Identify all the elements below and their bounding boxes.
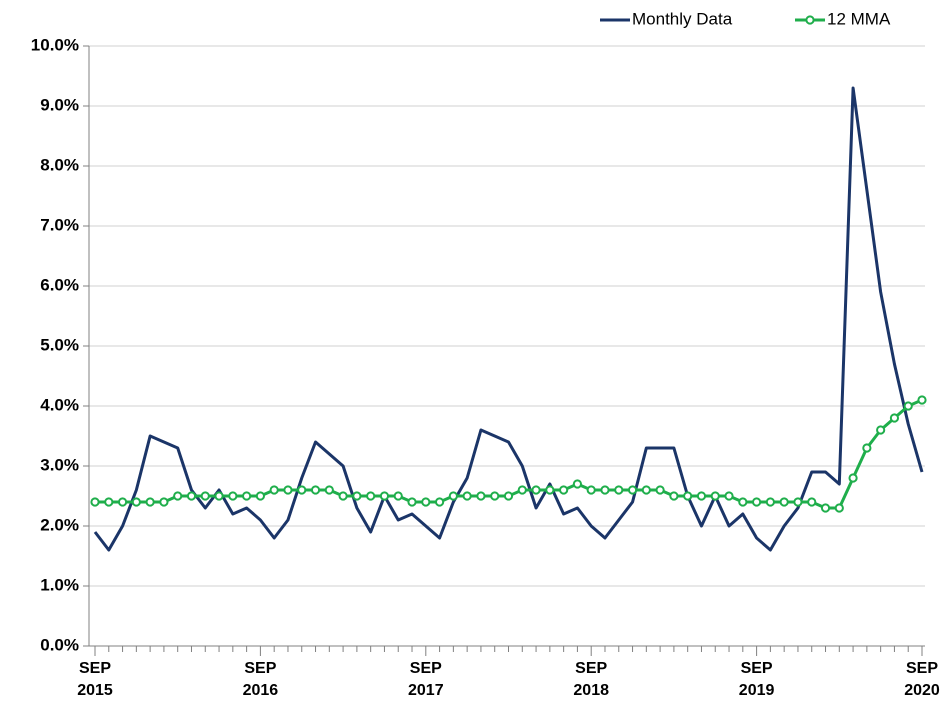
x-tick-label: SEP 2017	[408, 660, 444, 699]
data-point	[283, 485, 293, 495]
data-point	[379, 491, 390, 501]
data-point	[600, 485, 610, 495]
y-tick-label: 0.0%	[40, 635, 79, 654]
data-point	[531, 485, 541, 495]
data-point	[490, 491, 500, 501]
data-point	[917, 395, 927, 405]
y-tick-label: 3.0%	[40, 455, 79, 474]
data-point	[627, 485, 638, 495]
data-point	[614, 485, 624, 495]
data-point	[338, 491, 348, 501]
legend-label: Monthly Data	[632, 9, 733, 28]
data-point	[310, 485, 321, 495]
legend-label: 12 MMA	[827, 9, 891, 28]
data-point	[889, 413, 900, 423]
y-tick-label: 9.0%	[40, 95, 79, 114]
data-point	[779, 497, 789, 507]
y-tick-label: 2.0%	[40, 515, 79, 534]
data-point	[242, 491, 252, 501]
data-point	[793, 497, 803, 507]
data-point	[407, 497, 417, 507]
data-point	[655, 485, 665, 495]
data-point	[200, 491, 210, 501]
data-point	[186, 491, 197, 501]
data-point	[696, 491, 707, 501]
data-point	[117, 497, 128, 507]
data-point	[669, 491, 679, 501]
data-point	[738, 497, 748, 507]
data-point	[572, 479, 583, 489]
y-tick-label: 8.0%	[40, 155, 79, 174]
y-tick-label: 1.0%	[40, 575, 79, 594]
data-point	[641, 485, 651, 495]
data-point	[862, 443, 872, 453]
legend-marker	[805, 15, 815, 25]
data-point	[297, 485, 307, 495]
data-point	[269, 485, 279, 495]
data-point	[366, 491, 376, 501]
data-point	[517, 485, 527, 495]
data-point	[173, 491, 183, 501]
data-point	[104, 497, 114, 507]
data-point	[503, 491, 514, 501]
x-tick-label: SEP 2019	[738, 660, 775, 699]
data-point	[586, 485, 596, 495]
y-tick-label: 5.0%	[40, 335, 79, 354]
y-tick-label: 10.0%	[31, 35, 79, 54]
data-line	[93, 86, 924, 552]
data-point	[834, 503, 844, 513]
data-point	[765, 497, 775, 507]
data-point	[683, 491, 693, 501]
data-point	[228, 491, 238, 501]
data-point	[324, 485, 334, 495]
data-point	[255, 491, 265, 501]
data-point	[393, 491, 403, 501]
x-tick-label: SEP 2016	[242, 660, 279, 699]
data-point	[448, 491, 458, 501]
data-point	[807, 497, 817, 507]
data-point	[214, 491, 224, 501]
data-point	[352, 491, 362, 501]
data-point	[559, 485, 569, 495]
y-tick-label: 4.0%	[40, 395, 79, 414]
data-point	[545, 485, 555, 495]
data-point	[903, 401, 913, 411]
data-point	[421, 497, 431, 507]
data-point	[848, 473, 858, 483]
data-point	[159, 497, 169, 507]
x-tick-label: SEP 2015	[77, 660, 113, 699]
data-point	[724, 491, 734, 501]
data-point	[752, 497, 762, 507]
y-tick-label: 7.0%	[40, 215, 79, 234]
data-point	[710, 491, 720, 501]
data-point	[90, 497, 100, 507]
data-point	[434, 497, 445, 507]
y-tick-label: 6.0%	[40, 275, 79, 294]
data-point	[820, 503, 831, 513]
data-point	[876, 425, 886, 435]
data-point	[476, 491, 486, 501]
data-point	[145, 497, 155, 507]
data-point	[462, 491, 472, 501]
x-tick-label: SEP 2020	[904, 660, 940, 699]
data-point	[131, 497, 141, 507]
x-tick-label: SEP 2018	[573, 660, 609, 699]
